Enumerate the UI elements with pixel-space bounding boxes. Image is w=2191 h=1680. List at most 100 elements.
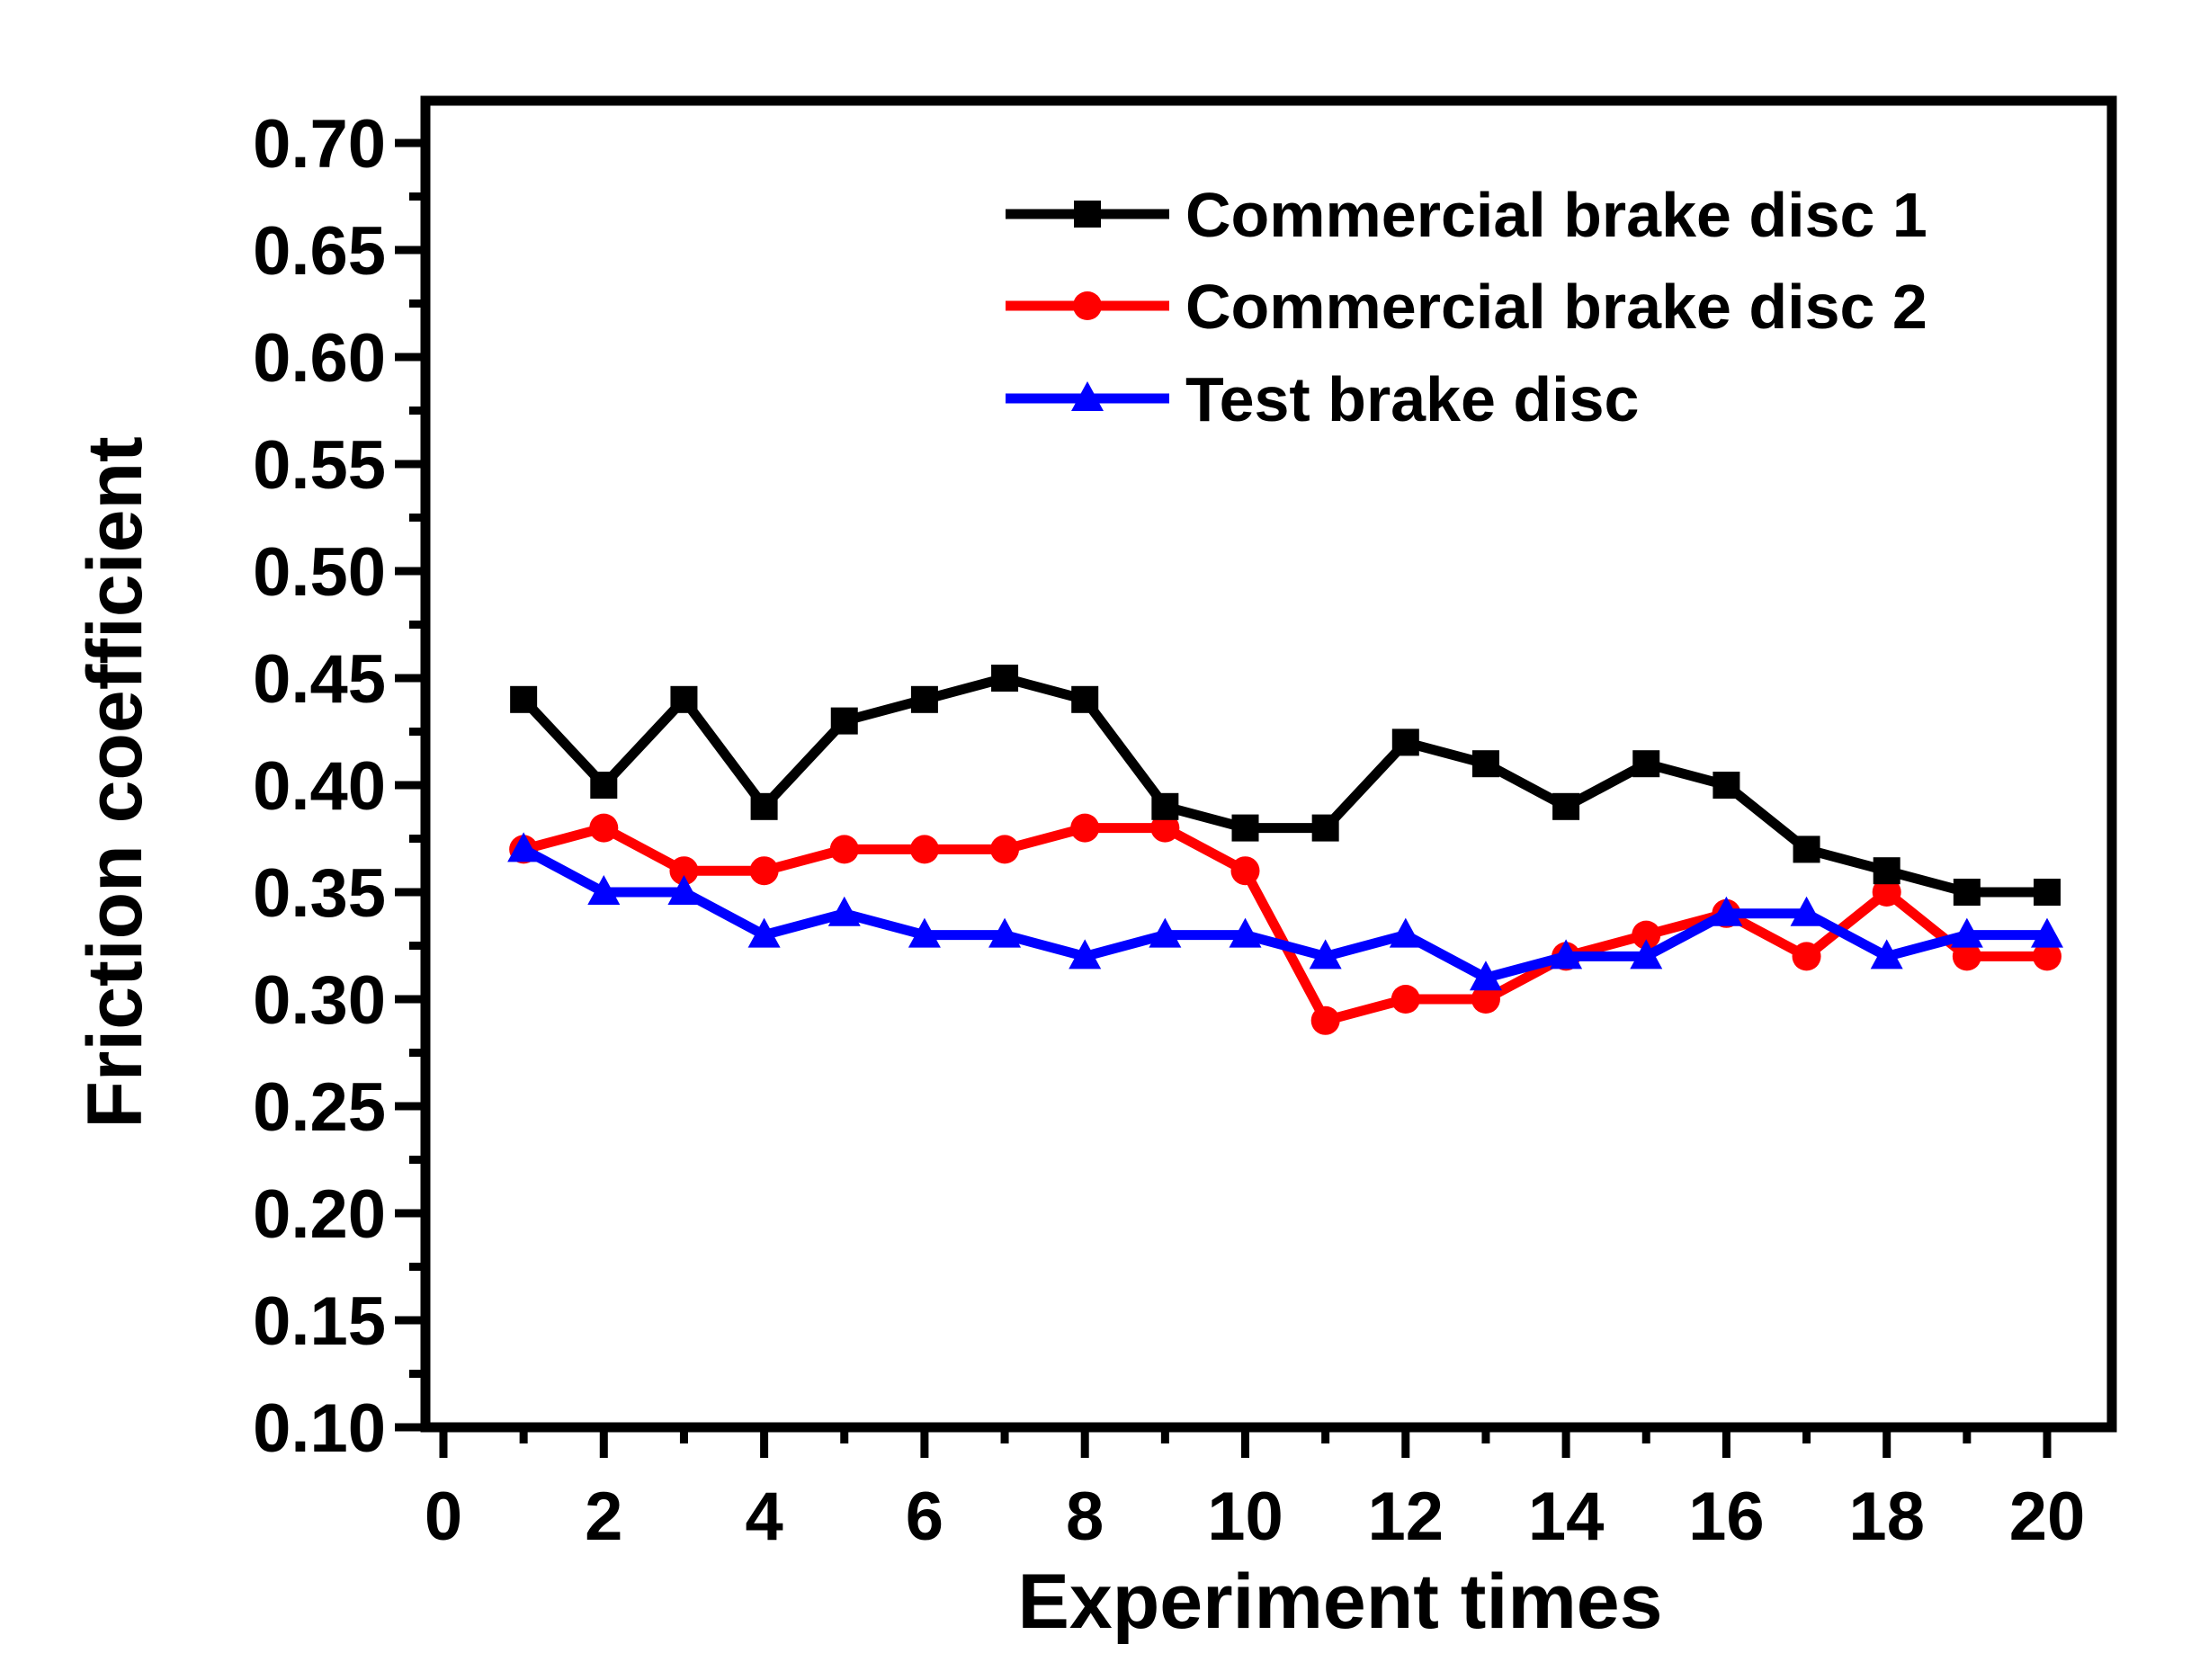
legend-item: Commercial brake disc 1 [1006,180,1927,250]
data-point [1870,939,1903,970]
data-point [908,917,941,948]
series-layer [507,665,2063,1035]
data-point [1790,896,1823,926]
data-point [1391,985,1420,1014]
series-1 [510,665,2061,906]
y-tick-label: 0.55 [253,427,386,504]
y-tick-label: 0.65 [253,213,386,290]
data-point [1550,939,1583,970]
y-tick-label: 0.45 [253,641,386,718]
y-tick-label: 0.70 [253,106,386,183]
data-point [1953,879,1981,906]
data-point [749,856,779,886]
y-tick-label: 0.40 [253,748,386,825]
data-point [670,685,698,713]
data-point [1469,961,1502,991]
data-point [1471,750,1499,778]
y-axis-title: Friction coefficient [72,436,158,1128]
data-point [1710,896,1743,926]
data-point [1309,939,1342,970]
data-point [829,835,859,864]
y-tick-label: 0.30 [253,962,386,1039]
y-tick-label: 0.20 [253,1176,386,1253]
data-point [2033,942,2061,971]
x-tick-label: 14 [1528,1479,1605,1555]
data-point [1069,939,1102,970]
data-point [827,896,861,926]
data-point [747,917,781,948]
y-tick-label: 0.15 [253,1283,386,1360]
y-axis: 0.10 0.15 0.20 0.25 0.30 0.35 0.40 0.45 0.50 0.55… [253,106,425,1467]
data-point [1070,813,1100,843]
data-point [1632,750,1660,778]
x-axis-title: Experiment times [1018,1559,1663,1645]
data-point [1872,878,1901,907]
data-point [1793,836,1820,863]
data-point [1150,813,1180,843]
data-point [1713,772,1740,799]
x-tick-label: 0 [425,1479,462,1555]
data-point [1071,685,1099,713]
y-tick-label: 0.25 [253,1069,386,1146]
legend-label: Test brake disc [1185,364,1640,434]
data-point [2034,879,2061,906]
x-tick-label: 12 [1368,1479,1444,1555]
legend-marker [1073,291,1102,320]
data-point [990,835,1020,864]
x-tick-label: 8 [1066,1479,1104,1555]
y-tick-label: 0.60 [253,320,386,397]
data-point [590,772,618,799]
data-point [1950,917,1983,948]
y-tick-label: 0.50 [253,534,386,611]
x-tick-label: 20 [2009,1479,2086,1555]
data-point [2031,917,2063,948]
data-point [667,875,701,905]
data-point [1552,792,1580,820]
x-tick-label: 10 [1207,1479,1283,1555]
legend-marker [1074,201,1101,228]
data-point [1229,917,1262,948]
data-point [910,685,938,713]
legend-item: Test brake disc [1006,364,1640,434]
y-tick-label: 0.10 [253,1390,386,1467]
x-axis: 0 2 4 6 8 10 12 14 16 18 20 [425,1427,2085,1555]
y-tick-label: 0.35 [253,855,386,932]
series-3 [507,832,2063,991]
data-point [1389,917,1422,948]
data-point [1632,920,1661,950]
data-point [1630,939,1663,970]
legend-item: Commercial brake disc 2 [1006,272,1927,342]
plot-frame [420,95,2117,1433]
data-point [991,665,1019,692]
data-point [1310,1005,1340,1035]
data-point [1471,985,1500,1014]
legend-marker [1071,381,1104,411]
data-point [830,707,858,735]
x-tick-label: 2 [585,1479,622,1555]
x-tick-label: 6 [906,1479,943,1555]
data-point [1230,856,1260,886]
data-point [1391,728,1419,756]
data-point [589,813,619,843]
data-point [750,792,778,820]
data-point [1151,792,1179,820]
legend-label: Commercial brake disc 1 [1185,180,1927,250]
data-point [669,856,699,886]
legend-label: Commercial brake disc 2 [1185,272,1927,342]
data-point [1952,942,1981,971]
data-point [587,875,621,905]
data-point [1873,857,1900,885]
legend: Commercial brake disc 1 Commercial brake … [1006,180,1927,434]
data-point [507,832,541,862]
data-point [1311,814,1339,842]
data-point [988,917,1022,948]
data-point [1792,942,1821,971]
data-point [909,835,939,864]
data-point [510,685,538,713]
data-point [1231,814,1259,842]
data-point [1149,917,1182,948]
series-line [521,844,2047,984]
x-tick-label: 18 [1848,1479,1925,1555]
